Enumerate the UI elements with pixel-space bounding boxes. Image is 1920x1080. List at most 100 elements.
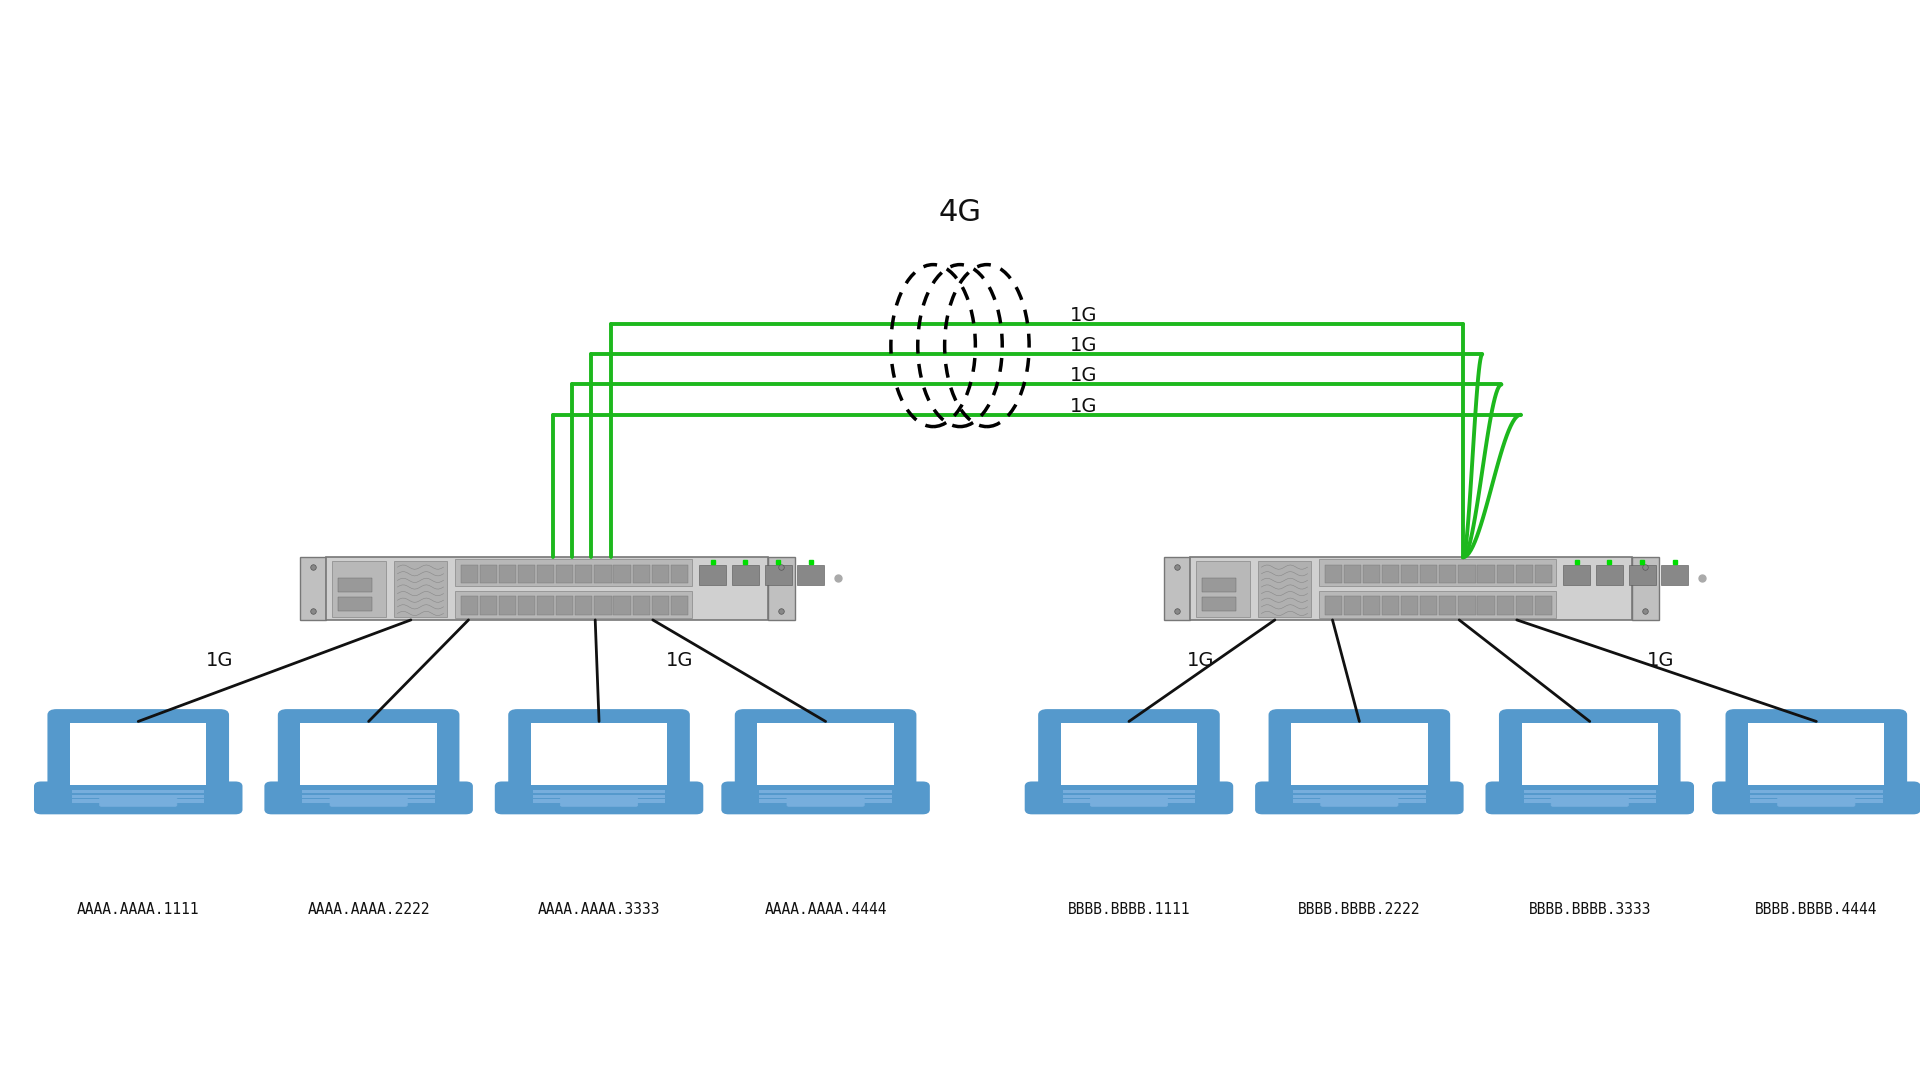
Bar — [760, 795, 891, 798]
Text: AAAA.AAAA.3333: AAAA.AAAA.3333 — [538, 902, 660, 917]
Bar — [300, 723, 438, 785]
Bar — [1325, 596, 1342, 615]
Bar — [670, 565, 687, 583]
Bar — [1290, 723, 1428, 785]
Bar — [1421, 565, 1438, 583]
Bar — [71, 799, 205, 804]
Bar — [1402, 565, 1419, 583]
Bar — [760, 789, 891, 794]
Bar — [1476, 565, 1494, 583]
Text: 1G: 1G — [1187, 651, 1213, 671]
Bar — [480, 596, 497, 615]
Bar — [1064, 799, 1196, 804]
FancyBboxPatch shape — [1271, 711, 1448, 797]
Bar — [1747, 723, 1885, 785]
FancyBboxPatch shape — [1486, 783, 1693, 813]
Bar — [1382, 596, 1400, 615]
Bar — [1363, 565, 1380, 583]
Text: 1G: 1G — [666, 651, 693, 671]
Bar — [632, 596, 649, 615]
Bar — [1421, 596, 1438, 615]
FancyBboxPatch shape — [265, 783, 472, 813]
Bar — [518, 596, 536, 615]
Bar — [461, 596, 478, 615]
Bar — [1363, 596, 1380, 615]
FancyBboxPatch shape — [326, 557, 768, 620]
Bar — [518, 565, 536, 583]
Bar — [595, 565, 611, 583]
FancyBboxPatch shape — [100, 797, 177, 807]
Bar — [1319, 591, 1555, 618]
Bar — [1476, 596, 1494, 615]
FancyBboxPatch shape — [1190, 557, 1632, 620]
Bar — [1402, 596, 1419, 615]
Text: 1G: 1G — [1069, 396, 1096, 416]
Bar — [1344, 565, 1361, 583]
Bar — [534, 789, 666, 794]
Text: 1G: 1G — [1069, 336, 1096, 355]
Bar — [1064, 789, 1196, 794]
Bar — [768, 557, 795, 620]
Bar — [455, 591, 691, 618]
FancyBboxPatch shape — [48, 711, 227, 797]
Bar — [1751, 789, 1882, 794]
Bar — [461, 565, 478, 583]
Text: BBBB.BBBB.1111: BBBB.BBBB.1111 — [1068, 902, 1190, 917]
Text: 4G: 4G — [939, 198, 981, 227]
Bar — [1294, 799, 1425, 804]
FancyBboxPatch shape — [1025, 783, 1233, 813]
Bar — [1164, 557, 1190, 620]
Bar — [764, 565, 791, 585]
Bar — [1496, 596, 1513, 615]
Bar — [1060, 723, 1198, 785]
Text: AAAA.AAAA.2222: AAAA.AAAA.2222 — [307, 902, 430, 917]
Text: 1G: 1G — [1069, 306, 1096, 325]
Bar — [756, 723, 895, 785]
Bar — [480, 565, 497, 583]
Bar — [1596, 565, 1622, 585]
Bar — [760, 799, 891, 804]
Bar — [1196, 561, 1250, 617]
Bar — [612, 596, 630, 615]
FancyBboxPatch shape — [35, 783, 242, 813]
Bar — [699, 565, 726, 585]
FancyBboxPatch shape — [1091, 797, 1167, 807]
Bar — [632, 565, 649, 583]
Bar — [557, 565, 574, 583]
Bar — [576, 565, 593, 583]
Text: BBBB.BBBB.4444: BBBB.BBBB.4444 — [1755, 902, 1878, 917]
Text: 1G: 1G — [1069, 366, 1096, 386]
Bar — [338, 578, 372, 592]
Bar — [1661, 565, 1688, 585]
Bar — [1064, 795, 1196, 798]
Bar — [1628, 565, 1655, 585]
Bar — [301, 799, 434, 804]
Bar — [651, 596, 668, 615]
Bar — [1258, 561, 1311, 617]
Bar — [1202, 578, 1236, 592]
Bar — [1344, 596, 1361, 615]
Bar — [1751, 799, 1882, 804]
Bar — [576, 596, 593, 615]
Bar — [1632, 557, 1659, 620]
Bar — [670, 596, 687, 615]
FancyBboxPatch shape — [1501, 711, 1678, 797]
Bar — [1459, 565, 1475, 583]
Bar — [1440, 565, 1457, 583]
FancyBboxPatch shape — [330, 797, 407, 807]
Bar — [1440, 596, 1457, 615]
FancyBboxPatch shape — [1321, 797, 1398, 807]
Bar — [394, 561, 447, 617]
Bar — [534, 799, 666, 804]
Bar — [499, 565, 516, 583]
Bar — [1524, 789, 1655, 794]
FancyBboxPatch shape — [722, 783, 929, 813]
FancyBboxPatch shape — [278, 711, 457, 797]
FancyBboxPatch shape — [1041, 711, 1217, 797]
FancyBboxPatch shape — [1551, 797, 1628, 807]
Bar — [338, 597, 372, 611]
Bar — [1524, 799, 1655, 804]
Bar — [1524, 795, 1655, 798]
Bar — [595, 596, 611, 615]
Bar — [1563, 565, 1590, 585]
